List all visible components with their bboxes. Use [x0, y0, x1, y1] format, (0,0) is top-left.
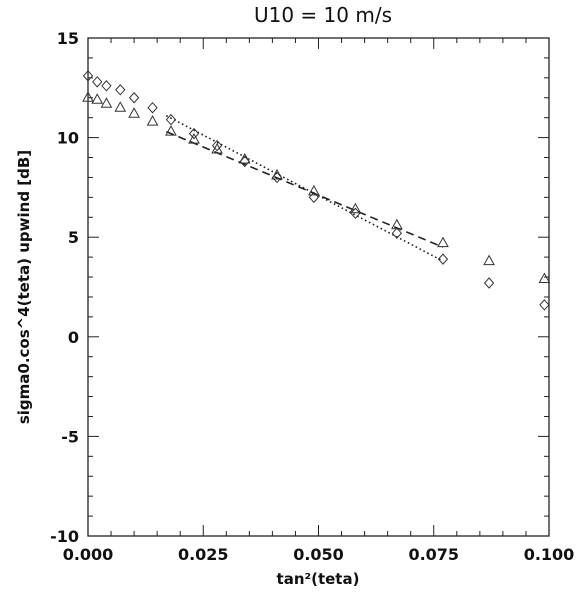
triangle-marker	[538, 272, 551, 284]
y-axis-label: sigma0.cos^4(teta) upwind [dB]	[15, 150, 33, 424]
triangle-marker	[483, 254, 495, 266]
axis-ticks	[87, 37, 550, 537]
diamond-marker	[539, 299, 550, 311]
y-tick-label: 0	[68, 328, 79, 347]
triangle-marker	[391, 218, 403, 230]
triangle-marker	[146, 115, 159, 126]
y-tick-label: 15	[57, 29, 79, 48]
triangle-marker	[128, 107, 140, 118]
diamond-marker	[308, 191, 320, 204]
triangle-marker	[349, 202, 362, 214]
x-tick-label: 0.000	[63, 545, 114, 564]
fit-line-dotted	[165, 114, 444, 262]
triangle-marker	[437, 236, 449, 248]
x-tick-label: 0.100	[524, 545, 575, 564]
x-tick-label: 0.050	[293, 545, 344, 564]
diamond-marker	[188, 127, 200, 140]
triangle-marker	[188, 133, 200, 144]
diamond-marker	[92, 76, 103, 88]
fit-line-dashed	[166, 130, 444, 248]
diamond-marker	[82, 70, 94, 82]
x-tick-label: 0.025	[178, 545, 229, 564]
diamond-marker	[483, 277, 495, 289]
diamond-marker	[391, 227, 403, 239]
axis-tick-labels: 0.000 0.025 0.050 0.075 0.100 -10 -5 0 5 10 15	[50, 29, 574, 564]
triangle-marker	[271, 168, 283, 180]
triangle-marker	[238, 152, 251, 164]
diamond-marker	[147, 101, 158, 114]
x-axis-label: tan²(teta)	[277, 570, 360, 588]
diamond-marker	[211, 139, 223, 152]
diamond-marker	[165, 113, 177, 126]
x-tick-label: 0.075	[408, 545, 459, 564]
triangle-marker	[165, 125, 177, 136]
triangle-marker	[211, 143, 223, 154]
y-tick-label: 5	[68, 228, 79, 247]
diamond-marker	[350, 207, 361, 220]
diamond-marker	[128, 92, 140, 104]
triangle-marker	[308, 184, 320, 196]
diamond-marker	[101, 80, 112, 92]
fit-lines	[165, 114, 444, 262]
triangle-marker	[91, 93, 104, 104]
diamond-marker	[115, 84, 126, 96]
y-tick-label: 10	[57, 129, 79, 148]
chart-title: U10 = 10 m/s	[254, 3, 392, 27]
triangle-marker	[100, 97, 113, 108]
plot-frame	[87, 37, 550, 537]
triangle-marker	[82, 91, 94, 102]
data-markers	[82, 70, 551, 311]
triangle-marker	[114, 101, 127, 112]
diamond-marker	[437, 253, 449, 265]
y-tick-label: -5	[61, 427, 79, 446]
y-tick-label: -10	[50, 527, 79, 546]
